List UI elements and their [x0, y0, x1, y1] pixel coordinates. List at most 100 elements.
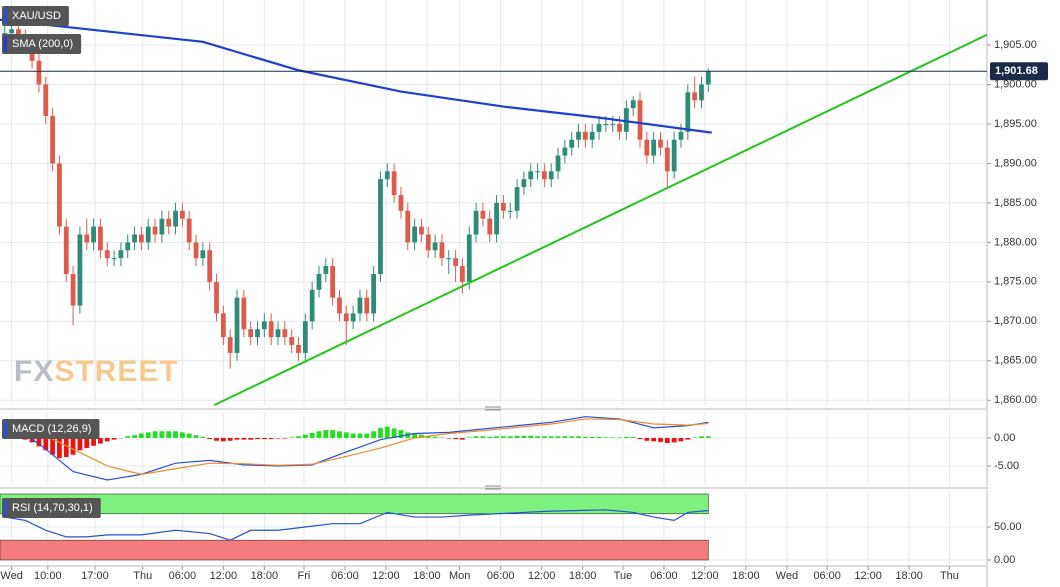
x-tick-label: Wed — [0, 570, 22, 582]
histogram-bar — [603, 437, 609, 438]
histogram-bar — [610, 437, 616, 438]
candle-body — [227, 337, 233, 353]
x-tick-label: 12:00 — [372, 570, 400, 582]
histogram-bar — [173, 431, 178, 438]
y-tick-label: 1,890.00 — [994, 157, 1037, 169]
histogram-bar — [289, 437, 295, 438]
candle-body — [193, 242, 199, 259]
histogram-bar — [480, 436, 486, 438]
histogram-bar — [234, 437, 240, 440]
candle-body — [255, 329, 260, 338]
histogram-bar — [248, 437, 254, 440]
candle-body — [70, 273, 76, 306]
histogram-bar — [685, 437, 691, 440]
x-tick-label: 17:00 — [81, 570, 109, 582]
candle-body — [391, 171, 397, 195]
x-tick-label: 18:00 — [895, 570, 923, 582]
histogram-bar — [220, 437, 226, 442]
histogram-bar — [548, 436, 554, 438]
histogram-bar — [166, 431, 172, 438]
candle-body — [36, 60, 42, 85]
x-tick-label: 12:00 — [528, 570, 556, 582]
y-tick-label: 1,900.00 — [994, 78, 1037, 90]
histogram-bar — [384, 426, 390, 438]
histogram-bar — [357, 433, 363, 438]
candle-body — [241, 297, 247, 330]
histogram-bar — [658, 437, 663, 442]
rsi-band — [0, 493, 709, 515]
histogram-bar — [268, 437, 274, 440]
candle-body — [268, 321, 274, 338]
candle-body — [617, 123, 622, 132]
histogram-bar — [699, 436, 704, 438]
legend-label: SMA (200,0) — [12, 38, 73, 50]
y-tick-label: -5.00 — [994, 460, 1019, 472]
pane-grip[interactable] — [485, 485, 501, 490]
candle-body — [145, 226, 151, 243]
histogram-bar — [494, 436, 499, 438]
x-tick-label: 12:00 — [691, 570, 719, 582]
legend-marker — [4, 8, 7, 24]
y-tick-label: 1,875.00 — [994, 276, 1037, 288]
histogram-bar — [350, 433, 356, 438]
histogram-bar — [104, 437, 110, 442]
watermark: FXSTREET — [14, 355, 179, 388]
histogram-bar — [541, 436, 547, 438]
candle-body — [98, 226, 103, 251]
candle-body — [364, 297, 370, 314]
candle-body — [186, 218, 192, 243]
candle-body — [480, 210, 486, 219]
histogram-bar — [623, 436, 629, 438]
histogram-bar — [214, 437, 219, 441]
legend-bg — [2, 419, 100, 439]
candle-body — [91, 226, 96, 243]
histogram-bar — [309, 432, 315, 438]
x-tick-label: Fri — [298, 570, 311, 582]
legend-label: XAU/USD — [12, 10, 61, 22]
histogram-bar — [705, 436, 711, 438]
candle-body — [419, 226, 424, 235]
histogram-bar — [118, 437, 124, 439]
legend-bg — [2, 34, 82, 54]
x-tick-label: 18:00 — [569, 570, 597, 582]
histogram-bar — [692, 437, 698, 438]
histogram-bar — [337, 431, 342, 438]
candle-body — [487, 218, 493, 235]
candle-body — [275, 329, 281, 338]
histogram-bar — [473, 436, 479, 438]
candle-body — [521, 179, 527, 188]
pane-grip[interactable] — [485, 406, 501, 411]
candle-body — [330, 266, 336, 298]
histogram-bar — [630, 436, 636, 438]
candle-body — [214, 281, 219, 314]
candle-body — [610, 123, 616, 125]
histogram-bar — [378, 427, 383, 438]
histogram-bar — [207, 437, 213, 440]
histogram-bar — [460, 437, 465, 440]
x-tick-label: 06:00 — [169, 570, 197, 582]
candle-body — [316, 273, 322, 290]
candle-body — [705, 71, 711, 85]
histogram-bar — [637, 437, 643, 440]
histogram-bar — [425, 435, 431, 438]
histogram-bar — [70, 437, 76, 455]
plot-background — [0, 0, 987, 566]
histogram-bar — [569, 436, 575, 438]
candle-body — [623, 108, 629, 132]
histogram-bar — [466, 437, 472, 438]
histogram-bar — [152, 431, 158, 438]
histogram-bar — [132, 435, 137, 438]
x-tick-label: 18:00 — [732, 570, 760, 582]
candle-body — [405, 210, 411, 243]
candle-body — [658, 139, 663, 148]
candle-body — [152, 226, 158, 235]
candle-body — [630, 100, 636, 109]
candle-body — [685, 92, 691, 132]
legend-marker — [4, 421, 7, 437]
price-badge — [990, 62, 1048, 81]
candle-body — [63, 226, 69, 274]
histogram-bar — [323, 430, 329, 438]
candle-body — [507, 210, 513, 212]
histogram-bar — [159, 431, 165, 438]
histogram-bar — [316, 431, 322, 438]
